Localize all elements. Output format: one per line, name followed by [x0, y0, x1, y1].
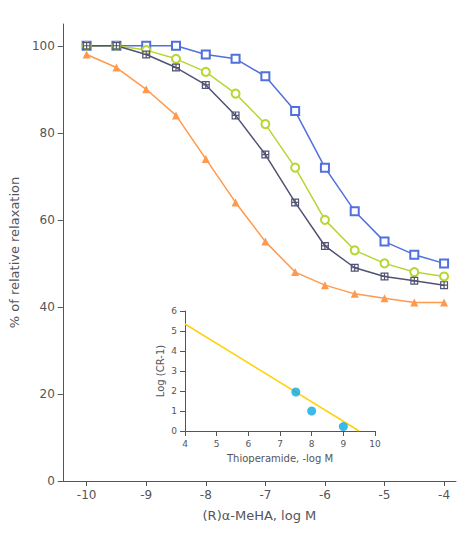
- svg-text:40: 40: [40, 300, 55, 314]
- svg-text:-5: -5: [379, 488, 391, 502]
- svg-text:-10: -10: [77, 488, 97, 502]
- svg-text:3: 3: [171, 366, 177, 376]
- svg-text:0: 0: [171, 426, 177, 436]
- svg-text:2: 2: [171, 386, 177, 396]
- svg-text:1: 1: [171, 406, 177, 416]
- svg-text:% of relative relaxation: % of relative relaxation: [7, 177, 22, 329]
- svg-text:5: 5: [171, 326, 177, 336]
- svg-text:-6: -6: [319, 488, 331, 502]
- svg-text:4: 4: [171, 346, 177, 356]
- svg-text:-8: -8: [200, 488, 212, 502]
- svg-text:(R)α-MeHA, log M: (R)α-MeHA, log M: [203, 508, 317, 523]
- svg-text:4: 4: [182, 439, 188, 449]
- svg-text:Thioperamide, -log M: Thioperamide, -log M: [226, 453, 333, 464]
- svg-text:20: 20: [40, 387, 55, 401]
- svg-text:100: 100: [32, 39, 55, 53]
- svg-text:9: 9: [340, 439, 346, 449]
- svg-text:-7: -7: [259, 488, 271, 502]
- svg-text:80: 80: [40, 126, 55, 140]
- svg-text:-9: -9: [140, 488, 152, 502]
- svg-text:0: 0: [47, 474, 55, 488]
- svg-text:6: 6: [245, 439, 251, 449]
- svg-text:10: 10: [369, 439, 381, 449]
- svg-text:-4: -4: [438, 488, 450, 502]
- svg-text:Log (CR-1): Log (CR-1): [155, 345, 166, 397]
- svg-text:6: 6: [171, 306, 177, 316]
- svg-text:7: 7: [277, 439, 283, 449]
- svg-text:60: 60: [40, 213, 55, 227]
- svg-text:8: 8: [309, 439, 315, 449]
- svg-text:5: 5: [214, 439, 220, 449]
